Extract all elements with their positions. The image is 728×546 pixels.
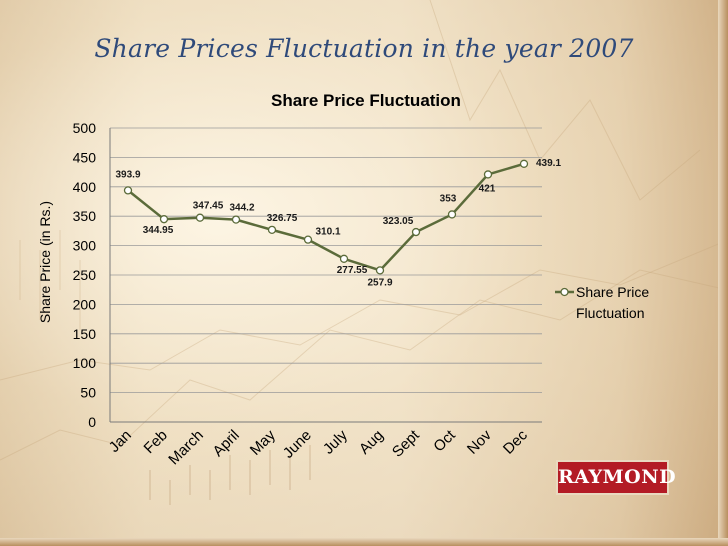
y-tick-label: 250 <box>73 267 97 283</box>
x-tick-label: Oct <box>430 426 459 455</box>
data-label: 439.1 <box>536 158 561 169</box>
x-tick-label: March <box>165 427 206 468</box>
data-point <box>375 266 385 275</box>
data-point <box>447 210 457 219</box>
y-tick-label: 500 <box>73 120 97 136</box>
y-tick-label: 100 <box>73 355 97 371</box>
data-label: 344.95 <box>143 225 174 236</box>
data-point <box>483 170 493 179</box>
y-tick-label: 450 <box>73 149 97 165</box>
data-point <box>267 225 277 235</box>
legend-label: Share Price <box>576 284 649 300</box>
y-tick-label: 400 <box>73 179 97 195</box>
y-tick-label: 350 <box>73 208 97 224</box>
raymond-logo: RAYMOND <box>556 460 676 495</box>
y-tick-label: 150 <box>73 326 97 342</box>
x-tick-label: Dec <box>500 426 531 457</box>
chart-title: Share Price Fluctuation <box>271 91 461 110</box>
data-point <box>411 227 421 237</box>
data-label: 393.9 <box>115 169 140 180</box>
data-point <box>159 215 169 224</box>
legend-marker <box>560 287 569 297</box>
x-tick-label: Feb <box>141 427 171 457</box>
y-tick-label: 300 <box>73 238 97 254</box>
data-label: 323.05 <box>383 216 414 227</box>
x-tick-label: Nov <box>464 426 495 457</box>
data-label: 277.55 <box>337 265 368 276</box>
y-tick-label: 0 <box>88 414 96 430</box>
y-axis-label: Share Price (in Rs.) <box>37 201 53 323</box>
data-point <box>519 159 529 168</box>
slide-border-bottom <box>0 538 728 546</box>
x-tick-label: July <box>320 426 351 457</box>
data-label: 347.45 <box>193 201 224 212</box>
legend-label-line2: Fluctuation <box>576 305 644 321</box>
y-tick-label: 200 <box>73 296 97 312</box>
data-label: 421 <box>479 183 496 194</box>
x-tick-label: May <box>247 426 279 458</box>
data-point <box>231 215 241 224</box>
y-tick-label: 50 <box>80 385 96 401</box>
x-tick-label: Sept <box>389 426 423 460</box>
data-point <box>339 254 349 263</box>
data-point <box>195 213 205 222</box>
slide-title: Share Prices Fluctuation in the year 200… <box>94 34 634 63</box>
x-tick-label: April <box>210 427 243 460</box>
data-label: 353 <box>440 193 457 204</box>
data-label: 344.2 <box>229 203 254 214</box>
data-label: 326.75 <box>267 213 298 224</box>
series-line <box>127 162 525 272</box>
data-label: 310.1 <box>315 227 340 238</box>
x-tick-label: Jan <box>106 427 135 456</box>
x-tick-label: June <box>280 427 315 462</box>
data-point <box>303 235 313 244</box>
x-tick-label: Aug <box>356 427 387 458</box>
data-label: 257.9 <box>367 277 392 288</box>
slide-border-right <box>718 0 728 546</box>
data-point <box>123 186 133 195</box>
